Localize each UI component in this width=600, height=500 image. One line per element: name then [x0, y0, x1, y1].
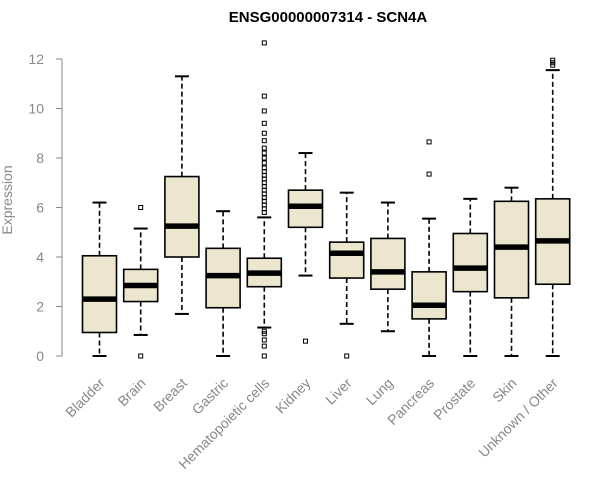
y-tick-label: 10	[28, 101, 44, 117]
iqr-box	[328, 241, 365, 279]
y-tick-label: 0	[36, 348, 44, 364]
outlier-point	[138, 353, 144, 359]
boxes-group	[81, 40, 571, 359]
outlier-point	[261, 337, 267, 343]
outlier-point	[261, 138, 267, 144]
outlier-point	[261, 93, 267, 99]
iqr-box	[164, 175, 200, 258]
box-3	[205, 210, 241, 357]
outlier-point	[426, 139, 432, 145]
box-4	[246, 40, 283, 359]
box-1	[122, 205, 159, 359]
outlier-point	[138, 205, 144, 210]
x-tick-label: Kidney	[272, 375, 314, 417]
chart-title: ENSG00000007314 - SCN4A	[229, 9, 428, 26]
iqr-box	[452, 232, 489, 293]
box-6	[328, 191, 365, 359]
box-10	[493, 186, 530, 357]
outlier-point	[303, 338, 308, 344]
y-tick-label: 12	[28, 51, 44, 67]
box-11	[534, 57, 571, 357]
y-tick-label: 2	[36, 299, 44, 315]
y-tick-label: 4	[36, 249, 44, 265]
outlier-point	[426, 171, 432, 177]
y-tick-label: 6	[36, 200, 44, 216]
outlier-point	[261, 209, 267, 215]
outlier-point	[344, 353, 350, 359]
x-tick-label: Skin	[489, 375, 520, 406]
x-tick-label: Brain	[114, 375, 148, 409]
outlier-point	[261, 150, 267, 156]
x-tick-label: Liver	[322, 375, 355, 408]
outlier-point	[261, 343, 267, 349]
outlier-point	[261, 353, 267, 359]
box-2	[164, 75, 200, 315]
y-tick-label: 8	[36, 150, 44, 166]
box-9	[452, 197, 489, 357]
iqr-box	[370, 237, 406, 290]
y-axis-label: Expression	[0, 165, 15, 234]
outlier-point	[261, 130, 267, 136]
box-5	[287, 152, 324, 344]
x-tick-label: Bladder	[62, 375, 108, 421]
outlier-point	[550, 62, 556, 68]
y-axis: 0 2 4 6 8 10 12	[28, 51, 63, 364]
outlier-point	[261, 108, 267, 114]
box-8	[411, 139, 447, 357]
outlier-point	[261, 155, 267, 161]
outlier-point	[261, 331, 267, 337]
box-0	[81, 201, 118, 357]
outlier-point	[261, 120, 267, 126]
outlier-point	[261, 160, 267, 166]
x-tick-label: Breast	[150, 375, 190, 415]
x-tick-label: Lung	[363, 375, 396, 408]
iqr-box	[81, 254, 118, 334]
outlier-point	[261, 40, 267, 46]
iqr-box	[411, 271, 447, 320]
box-7	[370, 201, 406, 333]
outlier-point	[261, 145, 267, 151]
x-tick-label: Prostate	[430, 375, 478, 423]
